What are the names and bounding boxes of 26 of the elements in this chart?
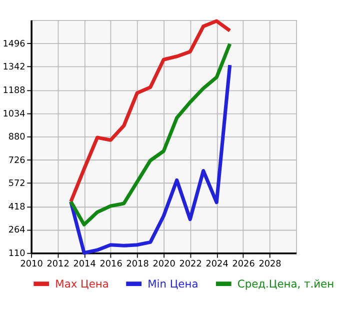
y-tick-label: 880	[8, 132, 26, 143]
x-tick-label: 2024	[206, 260, 229, 270]
legend-label: Max Цена	[55, 277, 109, 290]
y-tick-label: 726	[8, 156, 26, 166]
x-tick-label: 2016	[100, 260, 123, 270]
x-tick-label: 2010	[20, 260, 44, 270]
legend-label: Сред.Цена, т.йен	[237, 277, 334, 290]
line-series	[69, 19, 232, 204]
y-tick-label: 1496	[2, 39, 26, 50]
x-tick-label: 2028	[258, 260, 282, 270]
x-tick-label: 2026	[232, 260, 256, 270]
y-tick-label: 1342	[2, 62, 26, 73]
x-tick-label: 2020	[152, 260, 176, 270]
line-series	[69, 42, 232, 226]
y-tick-label: 1034	[2, 109, 26, 120]
y-tick-label: 418	[8, 202, 26, 212]
line-series	[69, 63, 232, 255]
y-tick-label: 572	[8, 179, 26, 190]
y-tick-label: 264	[8, 226, 26, 236]
x-tick-label: 2022	[179, 260, 202, 270]
x-tick-label: 2014	[73, 260, 96, 270]
legend-label: Min Цена	[148, 277, 198, 290]
y-tick-label: 110	[8, 249, 26, 260]
x-tick-label: 2012	[46, 260, 70, 270]
x-tick-label: 2018	[126, 260, 150, 270]
y-tick-label: 1188	[2, 86, 26, 96]
